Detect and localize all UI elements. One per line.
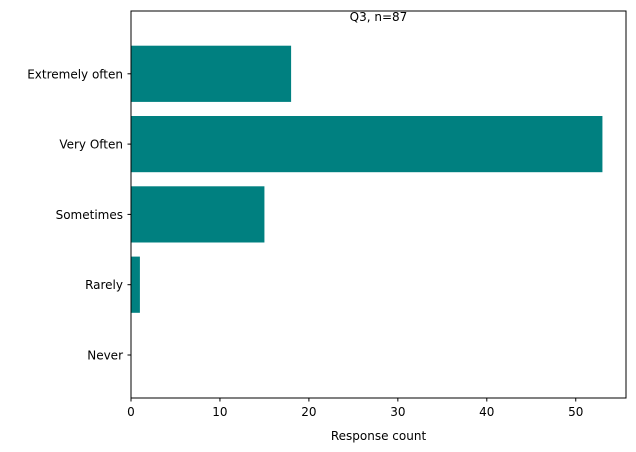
y-tick-label: Sometimes: [56, 208, 123, 222]
chart-title: Q3, n=87: [350, 10, 408, 24]
bar-rarely: [131, 256, 140, 313]
y-tick-label: Rarely: [85, 278, 123, 292]
x-tick-label: 30: [390, 405, 405, 419]
bars: [131, 45, 603, 313]
y-tick-label: Very Often: [59, 138, 123, 152]
x-axis: 0 10 20 30 40 50: [127, 398, 583, 419]
x-tick-label: 20: [301, 405, 316, 419]
y-tick-label: Never: [87, 349, 123, 363]
x-tick-label: 40: [479, 405, 494, 419]
x-tick-label: 10: [212, 405, 227, 419]
x-tick-label: 50: [568, 405, 583, 419]
y-axis: Extremely often Very Often Sometimes Rarely…: [27, 67, 131, 363]
y-tick-label: Extremely often: [27, 67, 123, 81]
bar-very-often: [131, 116, 603, 173]
x-axis-label: Response count: [331, 429, 427, 443]
x-tick-label: 0: [127, 405, 135, 419]
bar-extremely-often: [131, 45, 292, 102]
plot-frame: [130, 10, 627, 399]
bar-sometimes: [131, 186, 265, 243]
